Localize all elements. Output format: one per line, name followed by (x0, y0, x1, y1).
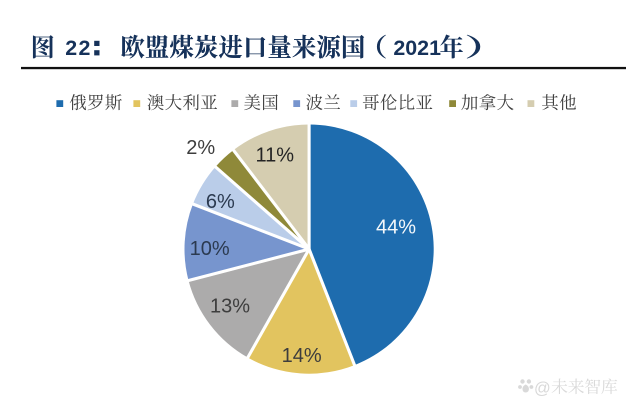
svg-text:10%: 10% (190, 238, 230, 260)
svg-text:2%: 2% (186, 137, 215, 159)
svg-text:2021: 2021 (393, 36, 441, 60)
svg-text:14%: 14% (282, 345, 322, 367)
svg-text:11%: 11% (256, 144, 295, 166)
svg-text:13%: 13% (210, 295, 250, 317)
svg-text:22: 22 (65, 36, 91, 60)
svg-text:6%: 6% (206, 191, 235, 213)
svg-text:@: @ (534, 380, 551, 398)
svg-text:44%: 44% (376, 216, 416, 238)
